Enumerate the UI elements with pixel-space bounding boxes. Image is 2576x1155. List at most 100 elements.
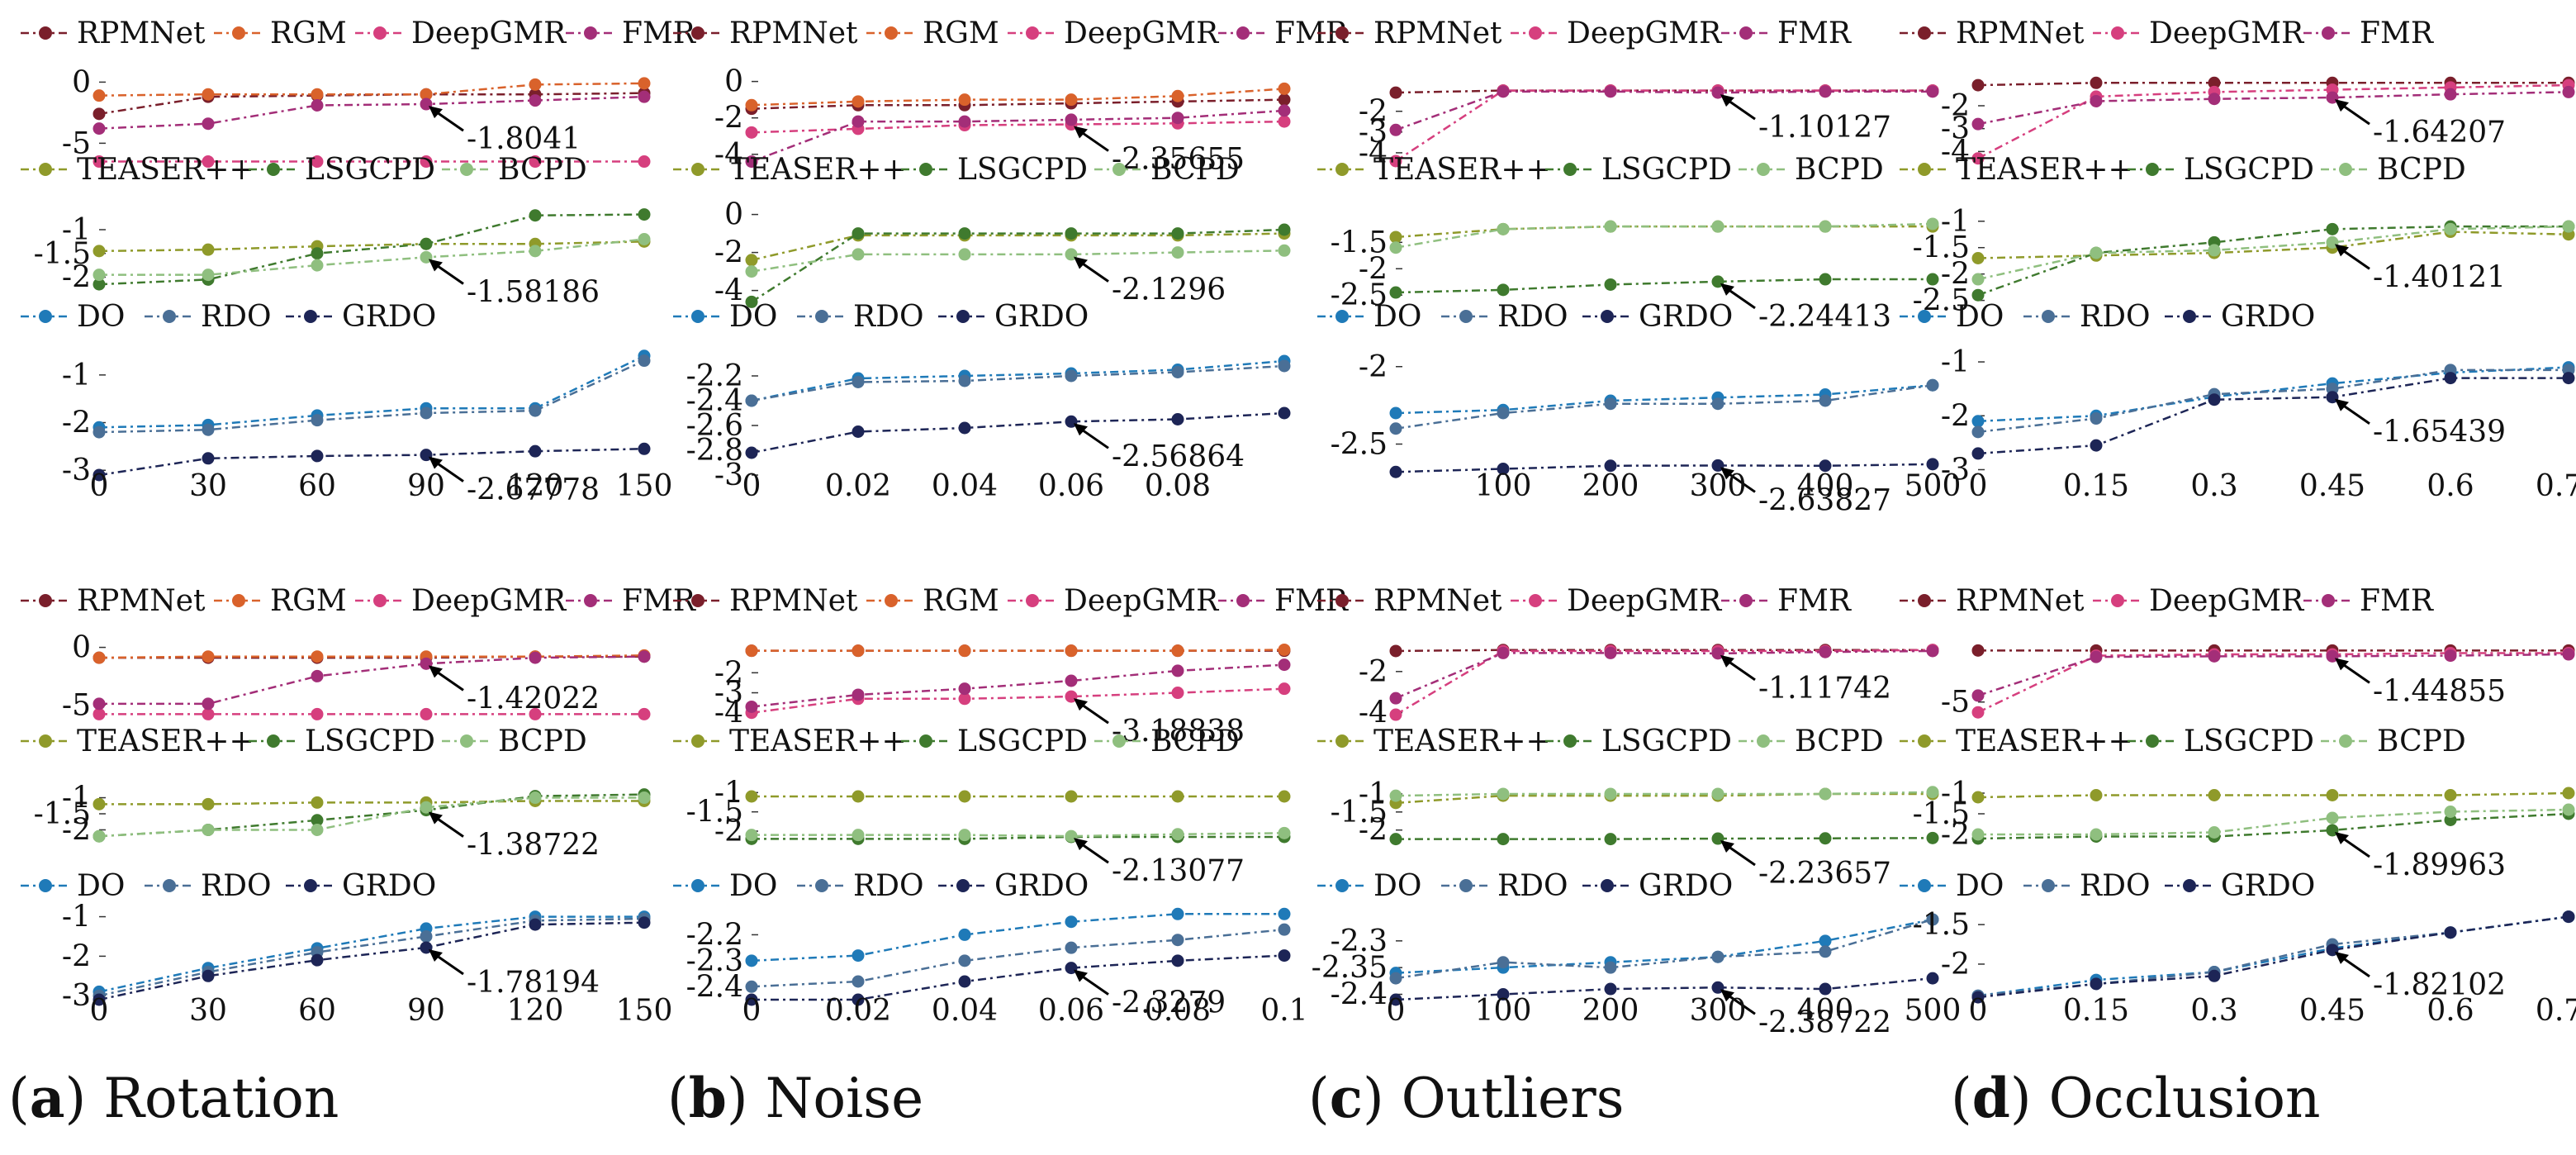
data-point-grdo [1497,463,1510,475]
data-point-teaserplusplus [1971,252,1985,264]
data-point-lsgcpd [1926,273,1939,286]
data-point-rgm [311,88,324,101]
legend-label-fmr: FMR [1777,17,1852,50]
y-tick-label: -2 [1941,89,1970,123]
x-tick-label: 400 [1797,994,1854,1028]
y-tick-label: 0 [72,65,91,99]
legend-label-rgm: RGM [923,17,999,50]
data-point-fmr [2208,649,2221,663]
legend-label-do: DO [729,869,777,903]
data-point-rgm [202,650,215,663]
data-point-fmr [2090,650,2103,663]
y-tick-label: -1.5 [686,796,743,829]
y-tick-label: 0 [724,65,743,99]
data-point-grdo [1389,993,1402,1006]
panel-0: RPMNet DeepGMR FMR -2-3-4 -1.10127 [1317,17,1939,170]
legend-marker-lsgcpd [2146,734,2159,748]
series-line-fmr [1395,90,1933,131]
data-point-rdo [529,404,542,417]
data-point-grdo [638,442,651,455]
data-point-rgm [93,651,106,664]
legend-marker-rgm [232,26,245,40]
legend-label-bcpd: BCPD [1795,725,1884,758]
series-line-grdo [98,921,645,1001]
legend-label-lsgcpd: LSGCPD [2184,153,2314,187]
data-point-bcpd [420,250,433,264]
legend-label-rpmnet: RPMNet [1956,584,2085,618]
data-point-rpmnet [1971,78,1985,92]
data-point-deepgmr [638,155,651,169]
data-point-fmr [1497,646,1510,659]
x-tick-label: 0.45 [2299,994,2365,1028]
data-point-fmr [2562,648,2575,661]
annotation-label: -1.65439 [2373,416,2506,449]
panel-0: RPMNet DeepGMR FMR -2 -4 -1.11742 [1317,584,1939,730]
data-point-rgm [745,98,758,112]
data-point-rgm [638,77,651,90]
y-tick-label: -3 [1941,112,1970,146]
data-point-lsgcpd [1604,278,1617,291]
annotation-label: -2.56864 [1112,440,1245,473]
series-line-rgm [752,649,1285,652]
legend-marker-grdo [304,879,317,892]
data-point-bcpd [2208,244,2221,257]
data-point-bcpd [1278,244,1291,257]
series-line-teaserplusplus [751,232,1285,262]
data-point-deepgmr [1389,708,1402,721]
legend-marker-lsgcpd [919,163,932,176]
data-point-lsgcpd [1819,832,1832,845]
data-point-deepgmr [529,155,542,169]
data-point-deepgmr [420,155,433,169]
chart-a-rotation-row0: RPMNet RGM DeepGMR FMR 0 -5 -1.8041 TEASER++ LSG… [21,17,696,507]
x-tick-label: 0.3 [2190,994,2237,1028]
data-point-lsgcpd [1604,833,1617,846]
series-line-bcpd [1978,808,2569,836]
data-point-rgm [745,644,758,658]
data-point-bcpd [420,801,433,814]
y-tick-label: 0 [724,198,743,232]
series-line-deepgmr [751,120,1285,134]
data-point-fmr [2562,85,2575,98]
data-point-rdo [1711,397,1724,411]
x-tick-label: 0.15 [2063,994,2129,1028]
x-tick-label: 0.45 [2299,469,2365,503]
legend-label-bcpd: BCPD [1150,725,1240,758]
legend-marker-teaserplusplus [1335,734,1349,748]
y-tick-label: -1.5 [34,237,91,271]
y-tick-label: -4 [714,696,743,730]
data-point-rdo [311,414,324,427]
legend-label-rgm: RGM [270,584,347,618]
data-point-deepgmr [420,707,433,720]
data-point-fmr [1065,674,1078,687]
data-point-lsgcpd [1497,833,1510,846]
annotation-label: -2.63827 [1758,483,1891,517]
data-point-lsgcpd [1711,275,1724,288]
series-line-rdo [98,359,645,434]
x-tick-label: 0 [1387,994,1406,1028]
data-point-teaserplusplus [2326,789,2339,801]
panel-2: DO RDO GRDO -1 -2 -3 -2.67778 [21,300,651,507]
data-point-grdo [2562,910,2575,924]
y-tick-label: -2.5 [1331,428,1388,462]
data-point-grdo [529,918,542,931]
legend-label-rdo: RDO [1497,869,1568,903]
data-point-grdo [420,449,433,462]
series-line-deepgmr [1395,89,1933,163]
x-tick-label: 0.75 [2536,994,2576,1028]
legend-marker-rpmnet [1918,594,1931,607]
series-line-lsgcpd [1395,278,1933,294]
data-point-grdo [745,446,758,459]
panel-1: TEASER++ LSGCPD BCPD -1-1.5-2 -1.38722 [21,725,651,863]
data-point-do [1819,934,1832,948]
series-line-grdo [1977,377,2569,455]
caption-a: (a) Rotation [8,1066,339,1130]
data-point-lsgcpd [1389,833,1402,846]
legend-label-lsgcpd: LSGCPD [957,153,1088,187]
legend-marker-do [39,310,52,323]
legend-label-teaserplusplus: TEASER++ [77,153,254,187]
y-tick-label: -2.2 [686,918,743,952]
data-point-grdo [1278,949,1291,962]
annotation-arrowhead [2335,658,2349,671]
annotation-arrowhead [1074,256,1088,269]
